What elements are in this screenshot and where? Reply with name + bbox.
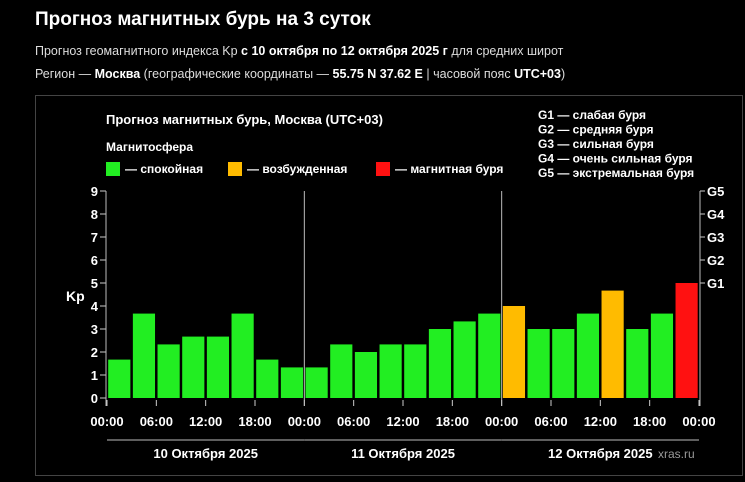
day-label: 11 Октября 2025 <box>351 446 455 461</box>
kp-bar[interactable] <box>601 290 624 398</box>
coords-prefix: (географические координаты — <box>143 67 330 81</box>
x-tick-label: 12:00 <box>584 414 617 429</box>
x-tick-label: 00:00 <box>485 414 518 429</box>
kp-bar[interactable] <box>379 344 402 398</box>
g-scale-legend-item: G2 — средняя буря <box>538 123 654 137</box>
legend-label: — спокойная <box>125 162 203 176</box>
kp-bar[interactable] <box>182 336 205 398</box>
legend-swatch <box>376 162 390 176</box>
region-city: Москва <box>94 67 141 81</box>
kp-bar[interactable] <box>330 344 353 398</box>
g-scale-legend-item: G5 — экстремальная буря <box>538 166 694 180</box>
y-tick-label: 1 <box>91 368 98 383</box>
legend-title: Магнитосфера <box>106 140 193 154</box>
kp-bar[interactable] <box>280 367 304 398</box>
g-tick-label: G2 <box>707 253 724 268</box>
y-tick-label: 9 <box>91 184 98 199</box>
kp-bar[interactable] <box>650 313 674 398</box>
kp-bar[interactable] <box>132 313 156 398</box>
g-tick-label: G1 <box>707 276 724 291</box>
y-tick-label: 2 <box>91 345 98 360</box>
x-tick-label: 00:00 <box>682 414 715 429</box>
kp-bar[interactable] <box>576 313 600 398</box>
kp-bar[interactable] <box>478 313 501 398</box>
kp-bar[interactable] <box>354 352 378 398</box>
y-axis-label: Kp <box>66 288 85 304</box>
legend-swatch <box>228 162 242 176</box>
g-tick-label: G5 <box>707 184 724 199</box>
x-tick-label: 18:00 <box>436 414 469 429</box>
y-tick-label: 4 <box>91 299 99 314</box>
kp-bar[interactable] <box>502 306 526 398</box>
kp-bar[interactable] <box>108 359 131 398</box>
kp-bar[interactable] <box>256 359 279 398</box>
x-tick-label: 18:00 <box>633 414 666 429</box>
x-tick-label: 00:00 <box>288 414 321 429</box>
g-tick-label: G3 <box>707 230 724 245</box>
watermark: xras.ru <box>658 447 695 461</box>
day-label: 12 Октября 2025 <box>548 446 653 461</box>
x-tick-label: 06:00 <box>534 414 567 429</box>
region-prefix: Регион — <box>35 67 92 81</box>
kp-bar[interactable] <box>428 329 452 398</box>
y-tick-label: 5 <box>91 276 98 291</box>
g-scale-legend-item: G4 — очень сильная буря <box>538 152 693 166</box>
kp-bar[interactable] <box>404 344 427 398</box>
region-description: Регион — Москва (географические координа… <box>35 67 565 81</box>
kp-bar[interactable] <box>453 321 476 398</box>
legend-label: — магнитная буря <box>395 162 503 176</box>
x-tick-label: 12:00 <box>386 414 419 429</box>
timezone-value: UTC+03 <box>514 67 561 81</box>
y-tick-label: 7 <box>91 230 98 245</box>
kp-bar[interactable] <box>675 283 698 398</box>
kp-bar[interactable] <box>626 329 649 398</box>
y-tick-label: 6 <box>91 253 98 268</box>
legend-label: — возбужденная <box>247 162 347 176</box>
g-tick-label: G4 <box>707 207 725 222</box>
x-tick-label: 06:00 <box>337 414 370 429</box>
kp-chart: Прогноз магнитных бурь, Москва (UTC+03) … <box>66 108 725 461</box>
x-tick-label: 06:00 <box>140 414 173 429</box>
timezone-prefix: | часовой пояс <box>426 67 511 81</box>
y-tick-label: 8 <box>91 207 98 222</box>
y-tick-label: 0 <box>91 391 98 406</box>
day-label: 10 Октября 2025 <box>153 446 258 461</box>
kp-bar[interactable] <box>157 344 180 398</box>
chart-panel: Прогноз магнитных бурь, Москва (UTC+03) … <box>35 95 743 476</box>
y-tick-label: 3 <box>91 322 98 337</box>
x-tick-label: 12:00 <box>189 414 222 429</box>
coords-value: 55.75 N 37.62 E <box>332 67 423 81</box>
date-range: с 10 октября по 12 октября 2025 г <box>241 44 448 58</box>
page-title: Прогноз магнитных бурь на 3 суток <box>35 9 371 30</box>
g-scale-legend-item: G1 — слабая буря <box>538 108 646 122</box>
kp-bar[interactable] <box>231 313 254 398</box>
x-tick-label: 00:00 <box>90 414 123 429</box>
chart-title: Прогноз магнитных бурь, Москва (UTC+03) <box>106 112 383 127</box>
forecast-description: Прогноз геомагнитного индекса Kp с 10 ок… <box>35 44 563 58</box>
g-scale-legend-item: G3 — сильная буря <box>538 137 654 151</box>
legend-swatch <box>106 162 120 176</box>
kp-bar[interactable] <box>552 329 575 398</box>
kp-bar[interactable] <box>206 336 230 398</box>
kp-bar[interactable] <box>527 329 550 398</box>
description-prefix: Прогноз геомагнитного индекса Kp <box>35 44 238 58</box>
region-line-end: ) <box>560 67 566 81</box>
kp-bar[interactable] <box>305 367 328 398</box>
description-suffix: для средних широт <box>451 44 564 58</box>
x-tick-label: 18:00 <box>238 414 271 429</box>
